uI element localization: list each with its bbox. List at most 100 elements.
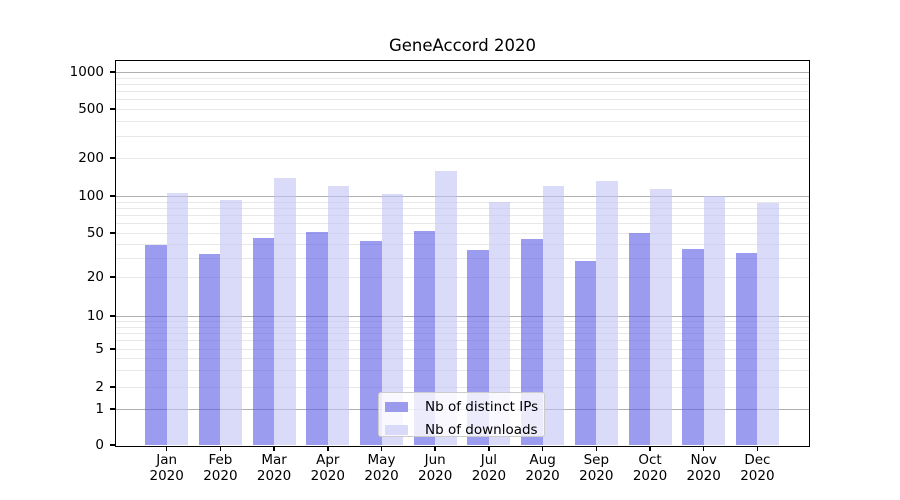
y-tick-label: 200 — [78, 150, 104, 166]
x-tick-year: 2020 — [418, 467, 453, 484]
y-tick — [110, 348, 115, 350]
minor-gridline — [116, 109, 809, 110]
minor-gridline — [116, 370, 809, 372]
x-tick-year: 2020 — [632, 467, 668, 484]
x-tick-month: Nov — [690, 452, 717, 468]
x-tick-label: Mar 2020 — [242, 452, 306, 484]
bar-downloads — [650, 188, 672, 445]
x-tick — [380, 446, 383, 451]
bar-distinct-ips — [252, 238, 275, 445]
y-tick — [110, 232, 115, 234]
minor-gridline — [116, 120, 809, 122]
y-tick — [110, 71, 115, 73]
x-tick-year: 2020 — [525, 467, 560, 484]
y-tick-label: 50 — [86, 225, 104, 241]
x-tick-year: 2020 — [740, 467, 775, 484]
minor-gridline — [116, 277, 809, 278]
bar-downloads — [703, 196, 726, 445]
minor-gridline — [116, 321, 809, 323]
minor-gridline — [116, 215, 809, 217]
x-tick — [702, 446, 705, 451]
x-tick — [327, 446, 329, 451]
x-tick — [273, 446, 275, 451]
major-gridline — [116, 316, 809, 317]
minor-gridline — [116, 136, 809, 138]
bar-downloads — [542, 185, 565, 445]
x-tick — [165, 446, 168, 451]
y-tick — [110, 195, 115, 197]
x-tick-year: 2020 — [203, 467, 238, 484]
bar-downloads — [596, 181, 618, 445]
x-tick-year: 2020 — [310, 467, 345, 484]
x-tick — [756, 446, 759, 451]
y-tick — [110, 315, 115, 317]
bar-distinct-ips — [413, 230, 436, 445]
x-tick-month: Jun — [424, 452, 446, 468]
plot-area: Nb of distinct IPs Nb of downloads Jan 202… — [70, 60, 810, 483]
bar-downloads — [757, 202, 779, 445]
major-gridline — [116, 72, 809, 73]
x-tick-label: Apr 2020 — [296, 452, 360, 484]
x-tick — [595, 446, 598, 451]
y-tick-label: 20 — [86, 269, 104, 285]
legend-label: Nb of distinct IPs — [425, 399, 539, 415]
y-tick-label: 2 — [95, 379, 104, 395]
y-tick — [110, 386, 115, 388]
chart-title: GeneAccord 2020 — [389, 36, 536, 55]
x-tick-label: Oct 2020 — [618, 452, 682, 484]
bar-downloads — [327, 186, 350, 445]
bar-distinct-ips — [198, 254, 221, 445]
minor-gridline — [116, 201, 809, 203]
x-tick-label: Jun 2020 — [403, 452, 467, 484]
minor-gridline — [116, 243, 809, 245]
x-tick-label: Sep 2020 — [564, 452, 628, 484]
bar-distinct-ips — [682, 248, 704, 445]
x-tick-year: 2020 — [364, 467, 399, 484]
x-tick-month: Aug — [529, 452, 556, 468]
y-tick-label: 0 — [95, 437, 104, 453]
legend: Nb of distinct IPs Nb of downloads — [378, 392, 545, 437]
x-tick-label: Feb 2020 — [188, 452, 252, 484]
x-tick-year: 2020 — [686, 467, 721, 484]
x-tick — [488, 446, 490, 451]
x-tick-label: Dec 2020 — [725, 452, 789, 484]
x-tick-month: May — [367, 452, 396, 468]
x-tick-label: Jan 2020 — [135, 452, 199, 484]
minor-gridline — [116, 91, 809, 93]
bar-distinct-ips — [574, 260, 597, 445]
y-tick — [110, 157, 115, 159]
x-tick-month: Dec — [744, 452, 771, 468]
y-tick — [110, 444, 115, 446]
bar-downloads — [274, 178, 296, 445]
minor-gridline — [116, 207, 809, 209]
legend-row: Nb of distinct IPs — [385, 399, 544, 415]
x-tick — [434, 446, 436, 451]
x-tick-label: Jul 2020 — [457, 452, 521, 484]
y-tick-label: 5 — [95, 341, 104, 357]
y-tick-label: 500 — [78, 101, 104, 117]
x-tick — [649, 446, 651, 451]
x-tick-year: 2020 — [256, 467, 292, 484]
bar-distinct-ips — [360, 241, 382, 445]
y-tick — [110, 108, 115, 110]
x-tick-month: Sep — [583, 452, 610, 468]
minor-gridline — [116, 257, 809, 259]
x-tick-month: Jan — [156, 452, 178, 468]
minor-gridline — [116, 349, 809, 350]
major-gridline — [116, 196, 809, 197]
x-tick-month: Feb — [208, 452, 233, 468]
x-tick-label: Aug 2020 — [511, 452, 575, 484]
x-tick-year: 2020 — [149, 467, 184, 484]
x-tick — [541, 446, 544, 451]
legend-swatch — [385, 402, 408, 412]
bar-distinct-ips — [735, 252, 758, 445]
bar-downloads — [435, 170, 457, 445]
y-tick — [110, 408, 115, 410]
x-tick-label: Nov 2020 — [672, 452, 736, 484]
x-tick-year: 2020 — [471, 467, 507, 484]
x-tick-month: Mar — [261, 452, 287, 468]
x-tick — [219, 446, 222, 451]
bar-downloads — [220, 200, 242, 445]
bar-downloads — [381, 194, 403, 445]
minor-gridline — [116, 387, 809, 388]
